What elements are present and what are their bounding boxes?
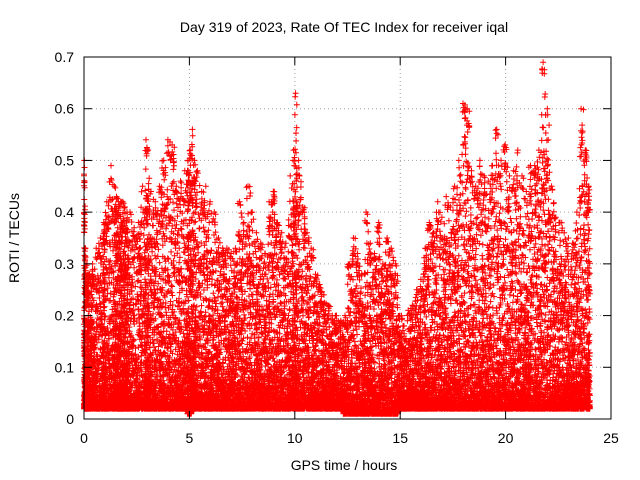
y-tick-labels: 0 0.1 0.2 0.3 0.4 0.5 0.6 0.7 [55, 49, 75, 427]
data-point-cluster [391, 260, 402, 417]
y-tick-label: 0.2 [55, 308, 75, 324]
y-tick-label: 0.7 [55, 49, 75, 65]
x-axis-label: GPS time / hours [291, 457, 398, 473]
plot-frame [83, 56, 612, 420]
y-tick-label: 0 [66, 411, 74, 427]
x-tick-labels: 0 5 10 15 20 25 [80, 430, 619, 446]
x-tick-label: 15 [392, 430, 408, 446]
y-tick-label: 0.6 [55, 101, 75, 117]
y-tick-label: 0.4 [55, 204, 75, 220]
data-point-cluster [584, 183, 593, 412]
data-point-cluster [167, 141, 178, 412]
y-tick-label: 0.5 [55, 152, 75, 168]
x-tick-label: 0 [80, 430, 88, 446]
y-tick-label: 0.3 [55, 256, 75, 272]
x-tick-label: 25 [603, 430, 619, 446]
y-axis-label: ROTI / TECUs [6, 193, 22, 283]
x-tick-label: 10 [287, 430, 303, 446]
chart-title: Day 319 of 2023, Rate Of TEC Index for r… [180, 19, 508, 35]
x-tick-label: 5 [186, 430, 194, 446]
y-tick-label: 0.1 [55, 359, 75, 375]
axis-ticks [83, 56, 612, 420]
data-points [81, 59, 593, 417]
x-tick-label: 20 [498, 430, 514, 446]
